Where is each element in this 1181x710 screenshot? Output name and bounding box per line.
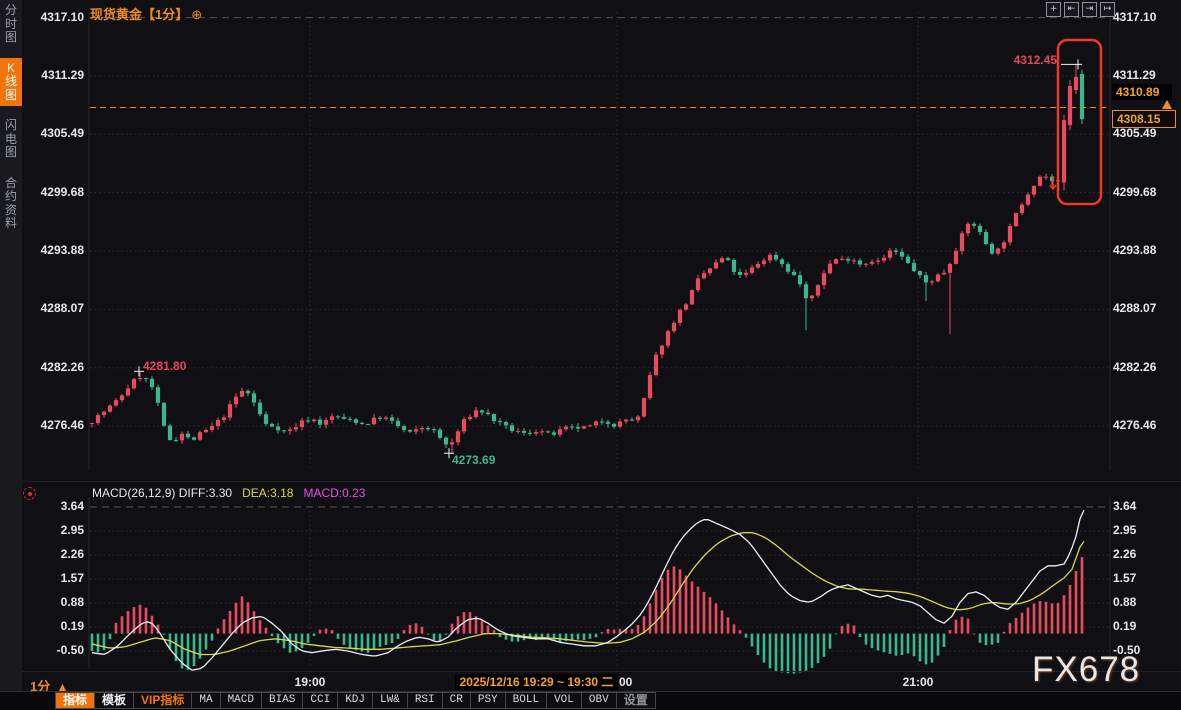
- macd-axis-left--0.50: -0.50: [56, 642, 84, 657]
- price-axis-left-4299.68: 4299.68: [40, 184, 84, 199]
- last-close-price-tag: 4310.89: [1112, 84, 1172, 100]
- macd-axis-right-2.95: 2.95: [1113, 522, 1137, 537]
- axis-divider: [22, 671, 1181, 672]
- interval-dropdown-icon: ▲: [58, 681, 67, 694]
- chart-toolbar: + ⇤ ⇥ ↦: [1046, 2, 1115, 17]
- macd-dea-value: DEA:3.18: [242, 486, 294, 500]
- price-axis-left-4288.07: 4288.07: [40, 301, 84, 316]
- chart-title: 现货黄金【1分】 ⊕: [90, 4, 202, 23]
- price-axis-left-4276.46: 4276.46: [40, 418, 84, 432]
- indicator-buttons: 指标 模板 VIP指标 MA MACD BIAS CCI KDJ LW& RSI CR PSY BOLL…: [55, 692, 656, 709]
- panel-divider: [22, 481, 1181, 482]
- macd-axis-right-2.26: 2.26: [1113, 546, 1137, 561]
- macd-axis-left-0.19: 0.19: [60, 618, 84, 633]
- footer-button-设置[interactable]: 设置: [616, 692, 656, 709]
- price-axis-right-4305.49: 4305.49: [1113, 126, 1157, 141]
- footer-button-指标[interactable]: 指标: [55, 692, 96, 709]
- footer-button-BOLL[interactable]: BOLL: [505, 692, 548, 709]
- macd-axis-left-1.57: 1.57: [60, 570, 84, 585]
- macd-diff-value: DIFF:3.30: [178, 486, 233, 500]
- sidebar-tab-1[interactable]: K 线 图: [0, 57, 22, 106]
- crosshair-icon[interactable]: +: [1046, 2, 1061, 17]
- macd-axis-right-0.19: 0.19: [1113, 618, 1137, 633]
- macd-axis-right-3.64: 3.64: [1113, 499, 1137, 513]
- footer-button-RSI[interactable]: RSI: [407, 692, 443, 709]
- footer-button-OBV[interactable]: OBV: [581, 692, 617, 709]
- footer-button-模板[interactable]: 模板: [95, 692, 135, 709]
- add-indicator-icon[interactable]: ⊕: [191, 7, 203, 22]
- candle-time-tooltip: 2025/12/16 19:29 ~ 19:30 二: [455, 674, 618, 690]
- macd-axis-right-1.57: 1.57: [1113, 570, 1137, 585]
- footer-button-PSY[interactable]: PSY: [470, 692, 506, 709]
- footer-button-CR[interactable]: CR: [442, 692, 471, 709]
- footer-button-KDJ[interactable]: KDJ: [338, 692, 374, 709]
- compress-left-icon[interactable]: ⇤: [1064, 2, 1079, 17]
- price-axis-left-4305.49: 4305.49: [40, 126, 84, 141]
- macd-axis-right--0.50: -0.50: [1113, 642, 1141, 657]
- price-axis-right-4317.10: 4317.10: [1113, 9, 1157, 24]
- macd-axis-left-0.88: 0.88: [60, 594, 84, 609]
- macd-bar-value: MACD:0.23: [303, 486, 366, 500]
- footer-button-CCI[interactable]: CCI: [303, 692, 339, 709]
- macd-axis-right-0.88: 0.88: [1113, 594, 1137, 609]
- macd-header: MACD(26,12,9) DIFF:3.30 DEA:3.18 MACD:0.23: [92, 486, 365, 500]
- footer-button-BIAS[interactable]: BIAS: [261, 692, 304, 709]
- sidebar-tab-0[interactable]: 分 时 图: [4, 3, 17, 44]
- interval-badge: 【1分】: [142, 7, 189, 22]
- macd-params: MACD(26,12,9): [92, 486, 176, 500]
- footer-button-MA[interactable]: MA: [192, 692, 221, 709]
- price-axis-right-4311.29: 4311.29: [1113, 68, 1156, 82]
- footer-button-MACD[interactable]: MACD: [220, 692, 262, 709]
- price-axis-left-4311.29: 4311.29: [41, 68, 84, 82]
- session-high-label: 4312.45: [1013, 53, 1057, 67]
- local-peak-label: 4281.80: [143, 359, 187, 373]
- macd-axis-left-2.95: 2.95: [60, 522, 84, 537]
- sidebar-tab-2[interactable]: 闪 电 图: [4, 118, 17, 159]
- macd-axis-left-3.64: 3.64: [60, 499, 84, 513]
- time-label-21:00: 21:00: [902, 675, 934, 689]
- watermark-logo: FX678: [1032, 650, 1141, 689]
- current-price-tag: 4308.15: [1112, 110, 1176, 128]
- price-axis-left-4293.88: 4293.88: [40, 242, 84, 257]
- price-axis-right-4293.88: 4293.88: [1113, 242, 1157, 257]
- pan-right-icon[interactable]: ↦: [1100, 2, 1115, 17]
- price-axis-right-4276.46: 4276.46: [1113, 418, 1157, 432]
- price-axis-right-4299.68: 4299.68: [1113, 184, 1157, 199]
- sidebar-tab-3[interactable]: 合 约 资 料: [4, 175, 17, 230]
- interval-selector[interactable]: 1分 ▲: [30, 676, 67, 695]
- price-axis-right-4288.07: 4288.07: [1113, 301, 1157, 316]
- indicator-marker-icon[interactable]: [23, 487, 36, 500]
- price-axis-left-4282.26: 4282.26: [40, 359, 84, 374]
- interval-label: 1分: [30, 679, 51, 694]
- footer-button-LW&[interactable]: LW&: [373, 692, 408, 709]
- price-axis-left-4317.10: 4317.10: [40, 9, 84, 24]
- compress-right-icon[interactable]: ⇥: [1082, 2, 1097, 17]
- footer-button-VIP指标[interactable]: VIP指标: [134, 692, 193, 709]
- time-label-19:00: 19:00: [294, 675, 326, 689]
- session-low-label: 4273.69: [452, 453, 496, 467]
- macd-axis-left-2.26: 2.26: [60, 546, 84, 561]
- price-axis-right-4282.26: 4282.26: [1113, 359, 1157, 374]
- bottom-toolbar: 指标 模板 VIP指标 MA MACD BIAS CCI KDJ LW& RSI CR PSY BOLL…: [0, 691, 1181, 710]
- left-sidebar: 分 时 图 K 线 图闪 电 图合 约 资 料: [0, 0, 22, 692]
- instrument-name: 现货黄金: [90, 7, 143, 22]
- footer-button-VOL[interactable]: VOL: [547, 692, 582, 709]
